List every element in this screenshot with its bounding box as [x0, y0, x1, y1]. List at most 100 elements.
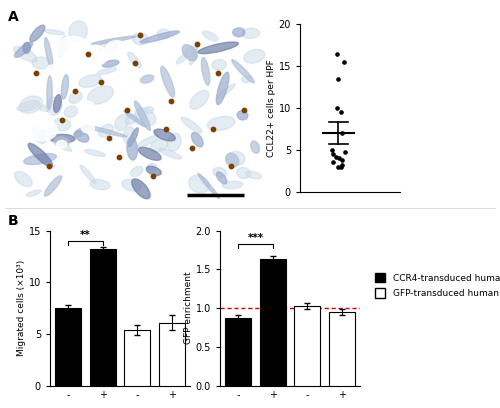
Ellipse shape — [32, 57, 50, 69]
Ellipse shape — [244, 49, 265, 63]
Ellipse shape — [84, 150, 105, 156]
Point — [328, 159, 336, 166]
Ellipse shape — [250, 141, 260, 153]
Ellipse shape — [98, 124, 114, 137]
Point — [338, 109, 345, 115]
Ellipse shape — [246, 171, 262, 179]
Ellipse shape — [192, 132, 203, 147]
Ellipse shape — [182, 44, 197, 61]
Ellipse shape — [242, 76, 252, 82]
Bar — [225, 318, 252, 386]
Ellipse shape — [40, 105, 49, 112]
Ellipse shape — [14, 47, 38, 62]
Y-axis label: GFP enrichment: GFP enrichment — [184, 272, 193, 344]
Bar — [90, 249, 116, 386]
Point — [214, 69, 222, 76]
Ellipse shape — [92, 36, 136, 44]
Point — [115, 154, 123, 160]
Ellipse shape — [237, 111, 248, 120]
Ellipse shape — [140, 75, 154, 83]
Ellipse shape — [159, 149, 182, 159]
Ellipse shape — [23, 42, 30, 53]
Bar — [158, 322, 185, 386]
Ellipse shape — [125, 114, 138, 125]
Ellipse shape — [138, 135, 158, 147]
Ellipse shape — [17, 101, 40, 111]
Ellipse shape — [144, 106, 154, 113]
Ellipse shape — [102, 60, 119, 67]
Circle shape — [166, 121, 180, 131]
Ellipse shape — [122, 180, 141, 191]
Ellipse shape — [207, 116, 235, 131]
Circle shape — [30, 112, 54, 129]
Ellipse shape — [74, 127, 89, 137]
Ellipse shape — [49, 137, 72, 151]
Ellipse shape — [128, 52, 141, 68]
Bar — [260, 259, 286, 386]
Ellipse shape — [44, 38, 53, 69]
Bar — [294, 306, 320, 386]
Circle shape — [106, 41, 128, 56]
Legend: CCR4-transduced human T cells, GFP-transduced human T cells: CCR4-transduced human T cells, GFP-trans… — [374, 273, 500, 298]
Ellipse shape — [62, 75, 68, 99]
Point — [332, 153, 340, 160]
Point — [209, 126, 217, 132]
Point — [334, 163, 342, 170]
Ellipse shape — [188, 175, 209, 193]
Point — [162, 126, 170, 132]
Ellipse shape — [47, 76, 52, 109]
Ellipse shape — [190, 47, 198, 65]
Text: A: A — [8, 10, 18, 24]
Ellipse shape — [134, 108, 156, 126]
Ellipse shape — [30, 25, 45, 42]
Point — [336, 155, 344, 162]
Text: B: B — [8, 214, 18, 228]
Ellipse shape — [190, 90, 209, 109]
Ellipse shape — [154, 129, 176, 141]
Ellipse shape — [140, 31, 179, 43]
Y-axis label: Migrated cells (×10³): Migrated cells (×10³) — [17, 260, 26, 356]
Ellipse shape — [36, 127, 44, 140]
Circle shape — [55, 162, 73, 175]
Ellipse shape — [58, 36, 68, 57]
Ellipse shape — [20, 96, 42, 113]
Ellipse shape — [75, 131, 89, 142]
Ellipse shape — [216, 84, 235, 100]
Ellipse shape — [242, 28, 260, 38]
Point — [45, 163, 53, 170]
Point — [240, 107, 248, 113]
Point — [193, 41, 201, 48]
Ellipse shape — [198, 42, 238, 54]
Ellipse shape — [146, 166, 161, 175]
Point — [333, 105, 341, 111]
Point — [338, 162, 346, 168]
Ellipse shape — [114, 115, 129, 131]
Point — [329, 151, 337, 157]
Ellipse shape — [150, 140, 168, 152]
Ellipse shape — [216, 72, 229, 104]
Ellipse shape — [134, 101, 150, 131]
Ellipse shape — [132, 179, 150, 199]
Bar — [55, 308, 82, 386]
Ellipse shape — [132, 33, 148, 45]
Ellipse shape — [128, 128, 138, 146]
Point — [334, 75, 342, 82]
Point — [123, 107, 131, 113]
Ellipse shape — [130, 166, 143, 177]
Circle shape — [28, 119, 57, 141]
Ellipse shape — [54, 137, 70, 146]
Point — [32, 69, 40, 76]
Ellipse shape — [54, 165, 62, 170]
Circle shape — [82, 124, 94, 133]
Point — [97, 79, 105, 85]
Ellipse shape — [198, 173, 219, 198]
Ellipse shape — [50, 134, 75, 143]
Circle shape — [78, 101, 94, 113]
Ellipse shape — [213, 167, 227, 177]
Ellipse shape — [28, 143, 52, 167]
Ellipse shape — [44, 175, 62, 196]
Ellipse shape — [24, 153, 56, 164]
Ellipse shape — [157, 29, 170, 39]
Point — [71, 88, 79, 95]
Ellipse shape — [84, 125, 127, 137]
